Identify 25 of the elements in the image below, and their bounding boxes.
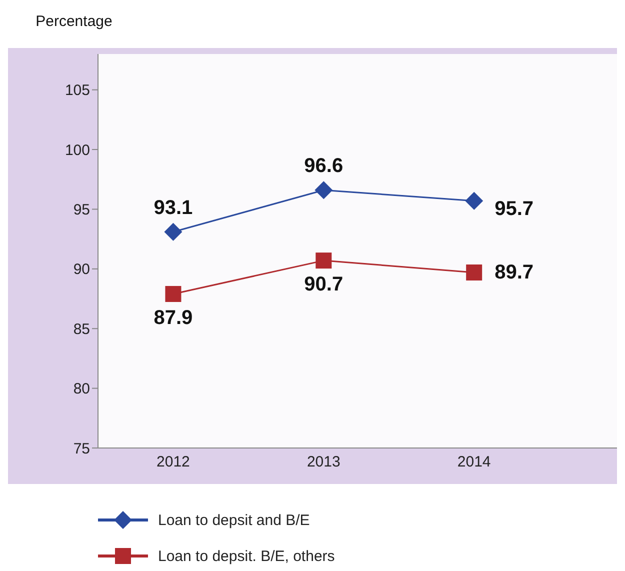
y-axis-title: Percentage xyxy=(36,13,112,30)
data-label: 96.6 xyxy=(304,155,344,178)
data-label: 89.7 xyxy=(494,261,534,284)
x-tick-label: 2012 xyxy=(156,454,190,471)
data-label: 93.1 xyxy=(154,196,193,219)
legend-label: Loan to depsit. B/E, others xyxy=(158,548,335,564)
legend-label: Loan to depsit and B/E xyxy=(158,512,310,528)
data-label: 90.7 xyxy=(304,274,344,296)
y-tick-label: 85 xyxy=(73,320,90,338)
point xyxy=(466,264,482,280)
point xyxy=(465,192,484,210)
y-tick-label: 80 xyxy=(73,380,90,398)
y-tick-label: 90 xyxy=(73,261,90,278)
point xyxy=(316,252,332,269)
x-tick-label: 2014 xyxy=(457,454,491,471)
data-label: 95.7 xyxy=(494,198,534,220)
y-tick-label: 75 xyxy=(73,440,90,458)
y-tick-label: 100 xyxy=(64,142,90,159)
data-label: 87.9 xyxy=(154,306,193,329)
x-tick-label: 2013 xyxy=(306,454,340,471)
point xyxy=(164,222,182,241)
point xyxy=(165,286,182,302)
y-tick-label: 95 xyxy=(73,202,90,219)
y-tick-label: 105 xyxy=(64,82,90,100)
point xyxy=(314,181,333,200)
